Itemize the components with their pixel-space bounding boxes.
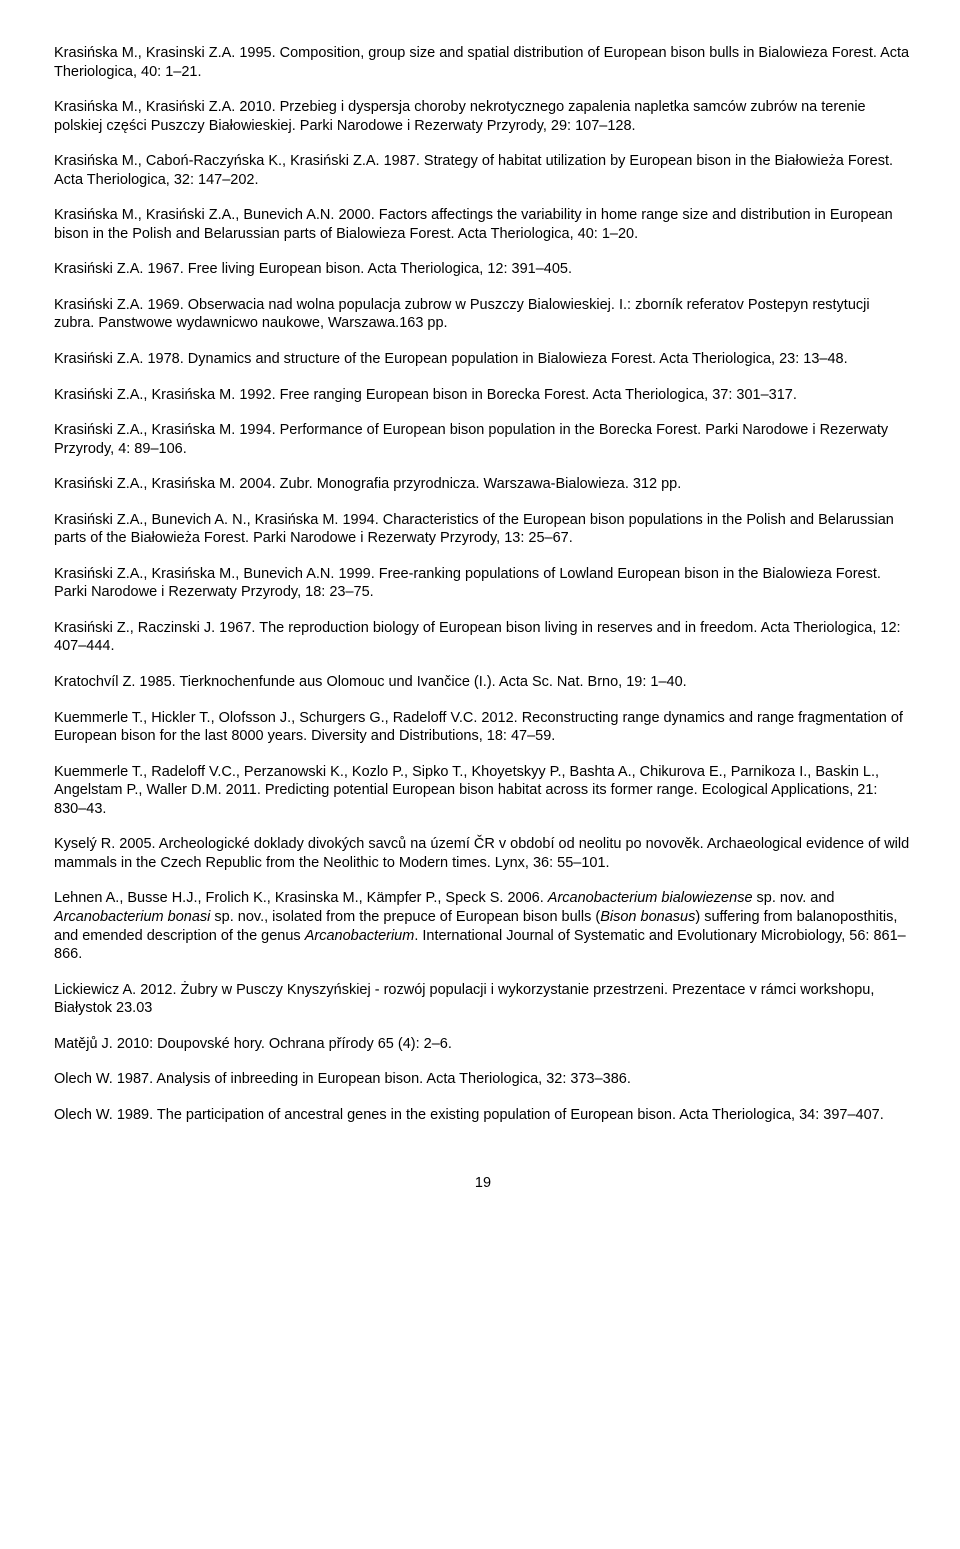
reference-entry: Krasińska M., Krasiński Z.A. 2010. Przeb… (54, 98, 912, 135)
reference-entry: Olech W. 1989. The participation of ance… (54, 1106, 912, 1125)
reference-entry: Krasiński Z.A., Bunevich A. N., Krasińsk… (54, 511, 912, 548)
reference-entry: Kyselý R. 2005. Archeologické doklady di… (54, 835, 912, 872)
page-number: 19 (54, 1174, 912, 1193)
reference-entry: Krasiński Z.A., Krasińska M. 1994. Perfo… (54, 421, 912, 458)
ref-text: sp. nov. and (753, 890, 835, 906)
reference-entry: Krasiński Z.A. 1969. Obserwacia nad woln… (54, 296, 912, 333)
ref-italic: Bison bonasus (600, 909, 695, 925)
ref-italic: Arcanobacterium (305, 928, 415, 944)
reference-entry: Kratochvíl Z. 1985. Tierknochenfunde aus… (54, 673, 912, 692)
reference-entry: Krasiński Z.A., Krasińska M. 1992. Free … (54, 386, 912, 405)
reference-entry: Krasińska M., Caboń-Raczyńska K., Krasiń… (54, 152, 912, 189)
reference-entry: Kuemmerle T., Hickler T., Olofsson J., S… (54, 709, 912, 746)
reference-entry: Krasińska M., Krasiński Z.A., Bunevich A… (54, 206, 912, 243)
reference-entry: Krasińska M., Krasinski Z.A. 1995. Compo… (54, 44, 912, 81)
reference-entry: Lickiewicz A. 2012. Żubry w Pusczy Knysz… (54, 981, 912, 1018)
reference-entry: Krasiński Z.A., Krasińska M. 2004. Zubr.… (54, 475, 912, 494)
reference-entry: Olech W. 1987. Analysis of inbreeding in… (54, 1070, 912, 1089)
reference-entry: Kuemmerle T., Radeloff V.C., Perzanowski… (54, 763, 912, 819)
reference-entry: Matějů J. 2010: Doupovské hory. Ochrana … (54, 1035, 912, 1054)
reference-entry: Krasiński Z.A. 1978. Dynamics and struct… (54, 350, 912, 369)
ref-text: Lehnen A., Busse H.J., Frolich K., Krasi… (54, 890, 548, 906)
reference-entry: Krasiński Z.A., Krasińska M., Bunevich A… (54, 565, 912, 602)
ref-italic: Arcanobacterium bialowiezense (548, 890, 753, 906)
reference-entry: Krasiński Z.A. 1967. Free living Europea… (54, 260, 912, 279)
ref-italic: Arcanobacterium bonasi (54, 909, 210, 925)
ref-text: sp. nov., isolated from the prepuce of E… (210, 909, 600, 925)
reference-entry: Krasiński Z., Raczinski J. 1967. The rep… (54, 619, 912, 656)
reference-entry: Lehnen A., Busse H.J., Frolich K., Krasi… (54, 889, 912, 963)
